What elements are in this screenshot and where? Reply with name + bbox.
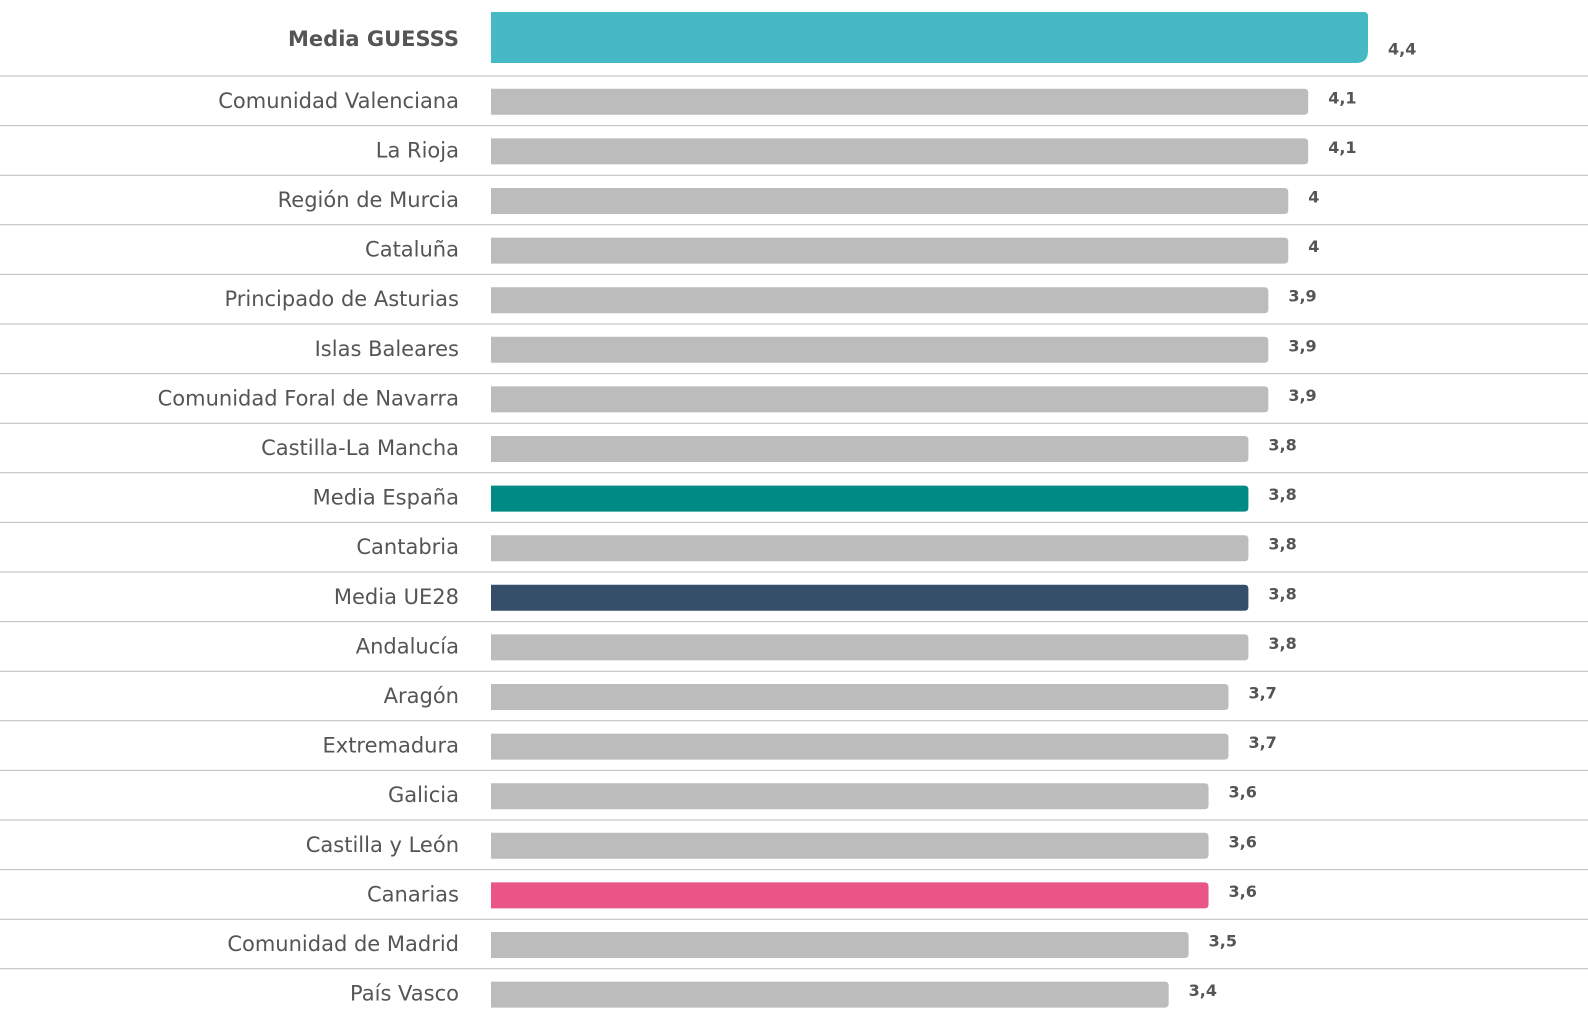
value-label: 3,9 [1288,386,1316,405]
category-label: Media GUESSS [288,27,459,51]
value-label: 3,9 [1288,287,1316,306]
category-label: Comunidad Valenciana [218,89,459,113]
value-label: 3,8 [1268,535,1296,554]
value-label: 4 [1308,237,1319,256]
value-label: 3,7 [1248,684,1276,703]
bar [491,485,1249,512]
bar [491,287,1269,314]
bar [491,932,1189,958]
bar [491,832,1209,859]
value-label: 3,6 [1229,832,1257,851]
bar [491,138,1309,165]
bar [491,12,1368,63]
bar [491,783,1209,810]
category-label: Media UE28 [334,585,459,609]
category-label: Cantabria [356,535,459,559]
bar [491,188,1289,214]
value-label: 3,8 [1268,436,1296,455]
bar [491,336,1269,363]
value-label: 3,8 [1268,485,1296,504]
value-label: 4,1 [1328,88,1356,107]
category-label: Cataluña [365,238,459,262]
value-label: 3,6 [1229,882,1257,901]
value-label: 3,5 [1209,932,1237,951]
category-label: Galicia [388,783,459,807]
category-label: Castilla y León [306,833,459,857]
category-label: Aragón [384,684,459,708]
category-label: Comunidad de Madrid [227,932,459,956]
category-label: Extremadura [323,734,460,758]
bar [491,386,1269,413]
category-label: Islas Baleares [315,337,459,361]
category-label: La Rioja [376,138,459,162]
category-label: Región de Murcia [278,188,459,212]
bar [491,981,1169,1008]
bar [491,88,1309,115]
category-label: Comunidad Foral de Navarra [158,386,459,410]
bar [491,535,1249,562]
bar [491,436,1249,462]
bar [491,882,1209,909]
category-label: Castilla-La Mancha [261,436,459,460]
category-label: Andalucía [356,634,459,658]
value-label: 3,6 [1229,783,1257,802]
bar [491,733,1229,760]
category-label: Canarias [367,882,459,906]
value-label: 4 [1308,188,1319,207]
value-label: 4,4 [1388,40,1416,59]
value-label: 3,8 [1268,634,1296,653]
category-label: Media España [313,486,459,510]
value-label: 4,1 [1328,138,1356,157]
bar [491,634,1249,661]
bar [491,684,1229,710]
category-label: Principado de Asturias [224,287,459,311]
bar [491,237,1289,264]
category-label: País Vasco [350,982,459,1006]
bar [491,584,1249,611]
value-label: 3,4 [1189,981,1217,1000]
value-label: 3,8 [1268,584,1296,603]
value-label: 3,7 [1248,733,1276,752]
value-label: 3,9 [1288,336,1316,355]
